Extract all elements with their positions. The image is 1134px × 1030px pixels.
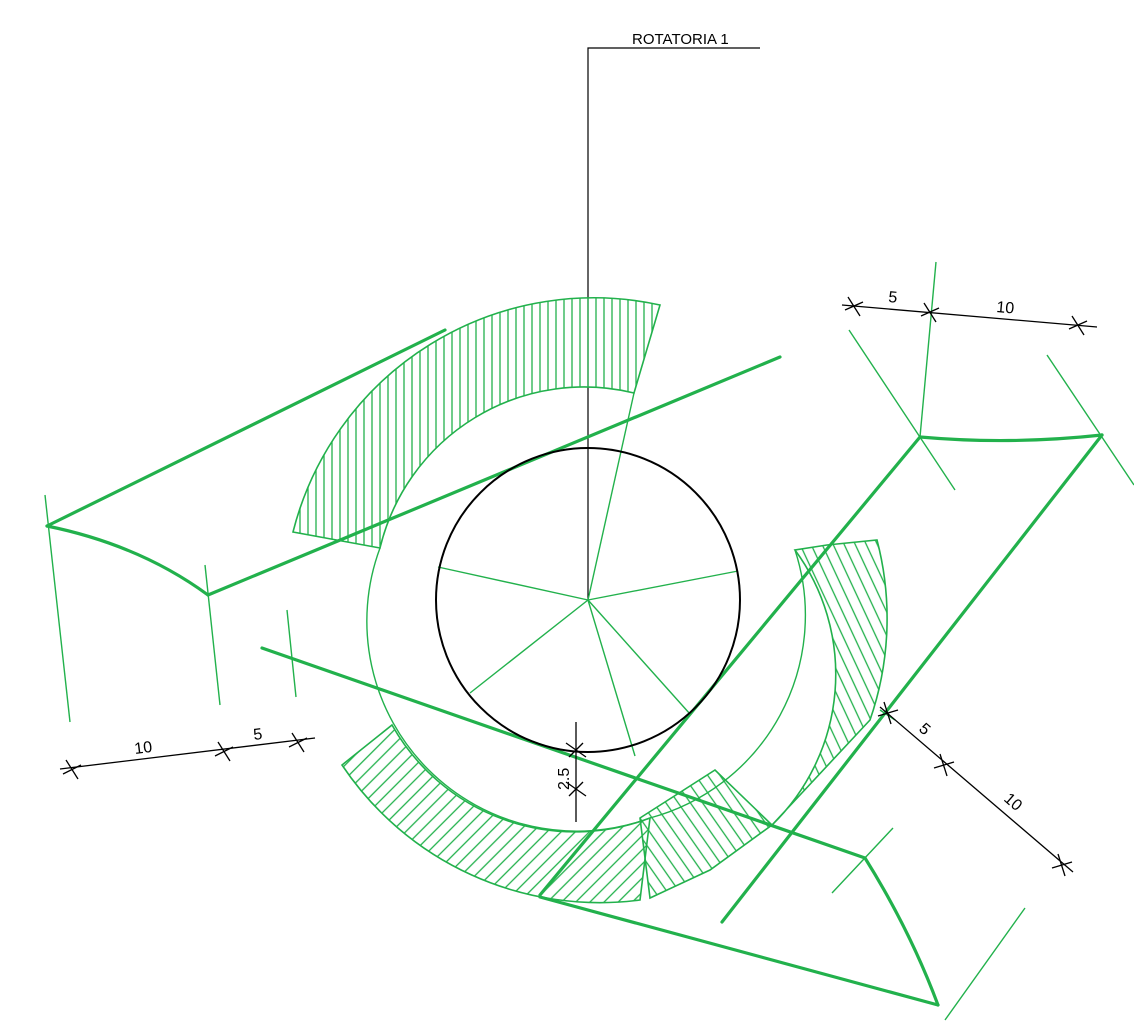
title-leader: ROTATORIA 1 xyxy=(587,31,760,600)
dim-top-right-5: 5 xyxy=(888,289,898,307)
dim-bottom-left-10: 10 xyxy=(133,739,153,758)
dimension-bottom-left xyxy=(59,732,316,780)
road-edges xyxy=(45,328,1104,1007)
central-island-circle xyxy=(435,447,741,753)
dim-bottom-left-5: 5 xyxy=(252,726,263,744)
dimension-top-right xyxy=(841,296,1098,336)
dimension-center-offset xyxy=(565,722,587,822)
top-hatched-segment xyxy=(292,297,662,549)
title-label: ROTATORIA 1 xyxy=(632,31,729,48)
right-hatched-segment xyxy=(771,539,888,826)
dim-right-5: 5 xyxy=(915,720,933,739)
hatched-segments xyxy=(292,297,888,904)
crosshatch-overlap xyxy=(639,768,774,900)
dim-right-10: 10 xyxy=(1000,790,1025,815)
construction-lines xyxy=(44,261,1134,1021)
dim-top-right-10: 10 xyxy=(996,299,1015,317)
dim-center-2-5: 2.5 xyxy=(556,768,573,790)
dimension-right xyxy=(877,701,1074,877)
